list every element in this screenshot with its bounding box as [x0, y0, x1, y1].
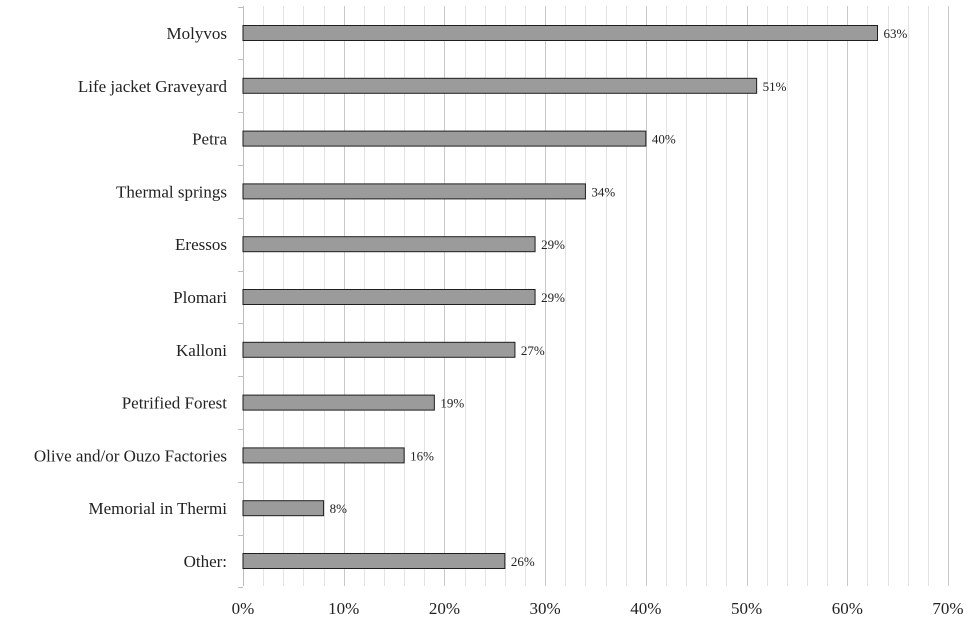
- bar: [242, 183, 586, 200]
- data-label: 51%: [763, 79, 787, 94]
- x-tick-label: 60%: [832, 599, 863, 618]
- data-label: 16%: [410, 448, 434, 463]
- bar: [242, 77, 758, 94]
- bar: [242, 500, 325, 517]
- bar-layer: [242, 25, 878, 569]
- x-tick-label: 10%: [328, 599, 359, 618]
- label-layer: 0% 10% 20% 30% 40% 50% 60% 70% Molyvos 63% Life ja…: [34, 24, 964, 618]
- x-tick-label: 0%: [232, 599, 255, 618]
- category-label: Thermal springs: [116, 182, 227, 201]
- bar: [242, 236, 536, 253]
- bar: [242, 447, 405, 464]
- data-label: 27%: [521, 343, 545, 358]
- data-label: 29%: [541, 290, 565, 305]
- category-label: Life jacket Graveyard: [78, 77, 228, 96]
- category-label: Memorial in Thermi: [89, 499, 228, 518]
- bar: [242, 341, 516, 358]
- bar: [242, 25, 878, 41]
- x-tick-label: 70%: [932, 599, 963, 618]
- bar: [242, 394, 435, 411]
- x-tick-label: 40%: [630, 599, 661, 618]
- x-tick-label: 20%: [429, 599, 460, 618]
- category-label: Eressos: [175, 235, 227, 254]
- x-tick-label: 30%: [530, 599, 561, 618]
- data-label: 8%: [330, 501, 348, 516]
- data-label: 26%: [511, 554, 535, 569]
- grid-layer: [238, 6, 949, 588]
- data-label: 29%: [541, 237, 565, 252]
- category-label: Olive and/or Ouzo Factories: [34, 446, 227, 465]
- data-label: 19%: [440, 396, 464, 411]
- category-label: Plomari: [173, 288, 227, 307]
- data-label: 40%: [652, 132, 676, 147]
- category-label: Petra: [192, 130, 227, 149]
- data-label: 34%: [591, 184, 615, 199]
- data-label: 63%: [884, 26, 908, 41]
- bar: [242, 130, 647, 147]
- category-label: Other:: [184, 552, 227, 571]
- x-tick-label: 50%: [731, 599, 762, 618]
- bar: [242, 289, 536, 305]
- bar: [242, 553, 506, 569]
- category-label: Kalloni: [176, 341, 227, 360]
- category-label: Petrified Forest: [122, 394, 228, 413]
- category-label: Molyvos: [167, 24, 227, 43]
